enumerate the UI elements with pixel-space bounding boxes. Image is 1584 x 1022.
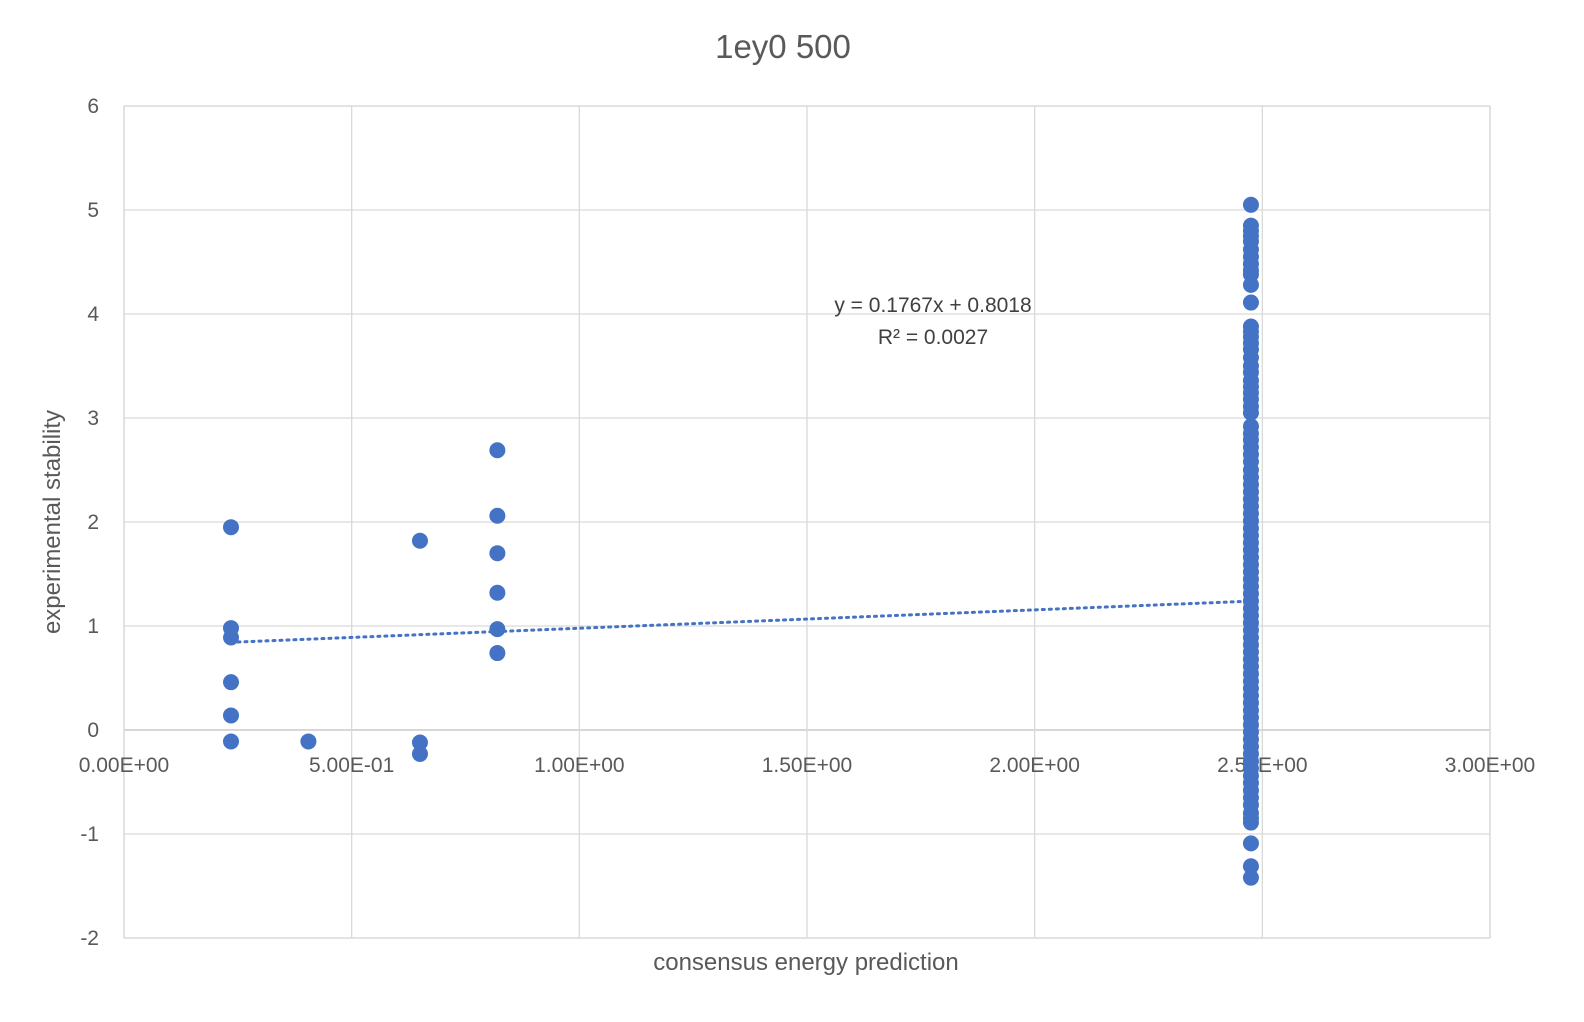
data-point <box>489 584 506 601</box>
y-tick-label: 6 <box>87 95 99 118</box>
data-point <box>1242 835 1259 852</box>
x-axis-ticks: 0.00E+00 5.00E-01 1.00E+00 1.50E+00 2.00E+00… <box>79 754 1536 777</box>
x-tick-label: 0.00E+00 <box>79 754 170 777</box>
data-point <box>489 442 506 459</box>
plot-area <box>123 105 1491 939</box>
data-point <box>489 645 506 662</box>
y-tick-label: 3 <box>87 407 99 430</box>
data-point <box>411 532 428 549</box>
gridlines <box>123 105 1491 939</box>
y-tick-label: -1 <box>80 823 99 846</box>
y-axis-title: experimental stability <box>39 410 66 634</box>
y-tick-label: 0 <box>87 719 99 742</box>
data-point <box>223 674 240 691</box>
data-point <box>1242 196 1259 213</box>
trendline <box>229 599 1253 644</box>
data-point <box>1242 814 1259 831</box>
data-point <box>411 734 428 751</box>
data-point <box>300 733 317 750</box>
y-tick-label: 1 <box>87 615 99 638</box>
x-tick-label: 1.50E+00 <box>762 754 853 777</box>
y-tick-label: 4 <box>87 303 99 326</box>
x-axis-title: consensus energy prediction <box>653 949 959 976</box>
data-points <box>223 196 1259 886</box>
data-point <box>223 707 240 724</box>
x-tick-label: 3.00E+00 <box>1445 754 1536 777</box>
y-axis-ticks: -2 -1 0 1 2 3 4 5 6 <box>80 95 99 950</box>
data-point <box>1242 404 1259 421</box>
trendline-equation: y = 0.1767x + 0.8018 <box>834 294 1031 317</box>
y-tick-label: 5 <box>87 199 99 222</box>
data-point <box>411 745 428 762</box>
y-tick-label: -2 <box>80 927 99 950</box>
data-point <box>489 507 506 524</box>
data-point <box>489 621 506 638</box>
data-point <box>223 733 240 750</box>
data-point <box>489 545 506 562</box>
y-tick-label: 2 <box>87 511 99 534</box>
x-tick-label: 5.00E-01 <box>309 754 394 777</box>
data-point <box>1242 869 1259 886</box>
data-point <box>223 519 240 536</box>
data-point <box>1242 858 1259 875</box>
trendline-r-squared: R² = 0.0027 <box>878 326 988 349</box>
chart-title: 1ey0 500 <box>715 28 851 65</box>
x-tick-label: 2.50E+00 <box>1217 754 1308 777</box>
data-point <box>1242 294 1259 311</box>
x-tick-label: 2.00E+00 <box>989 754 1080 777</box>
data-point <box>223 629 240 646</box>
data-point <box>1242 276 1259 293</box>
x-tick-label: 1.00E+00 <box>534 754 625 777</box>
